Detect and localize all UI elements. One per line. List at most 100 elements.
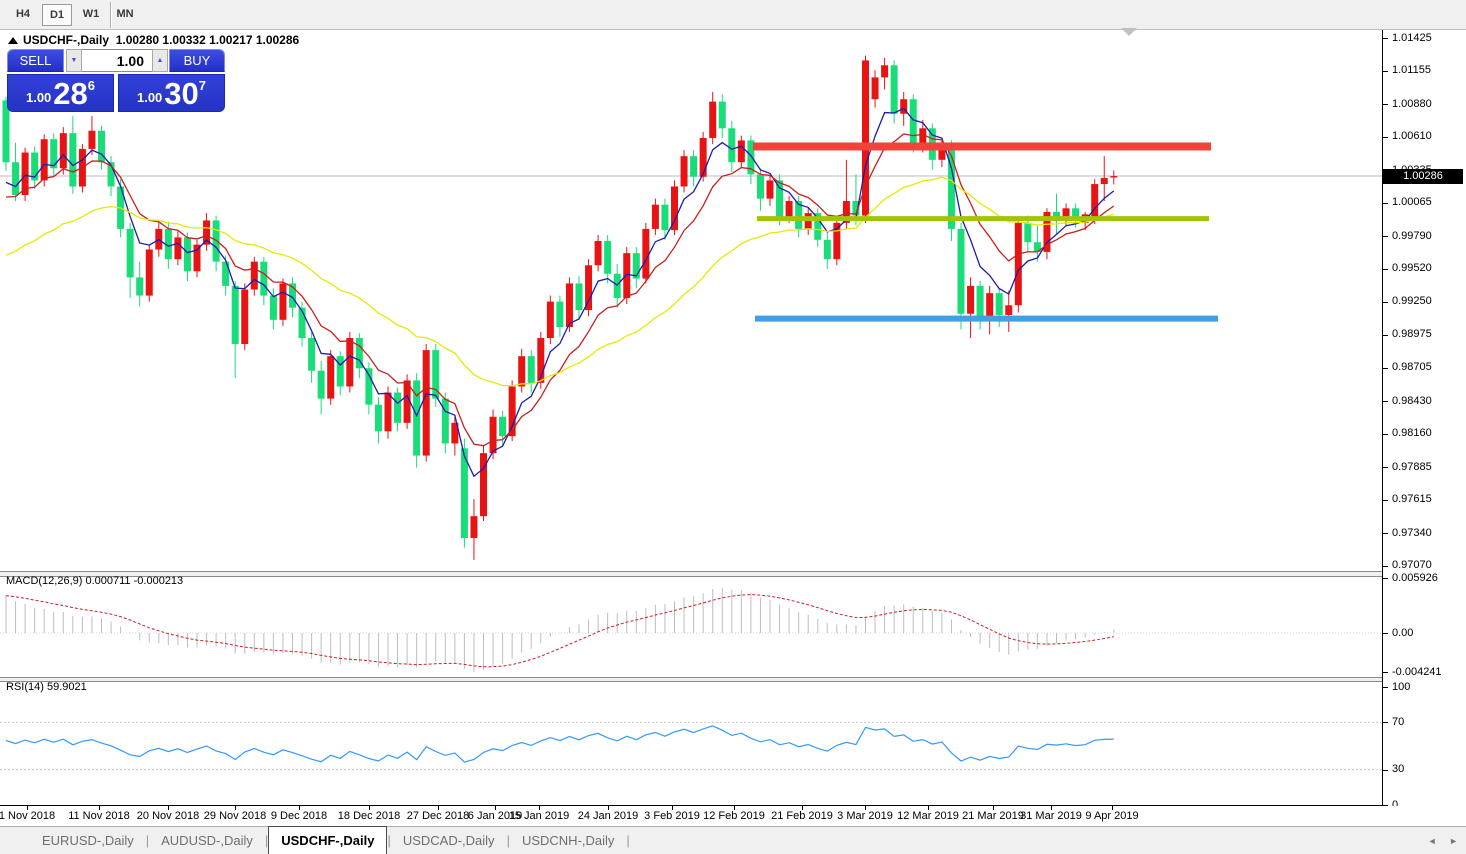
candle [709,101,717,138]
candle [575,283,583,311]
price-axis-label: 1.01425 [1392,31,1432,44]
tab-scroll-arrows: ◄ ► [1418,827,1458,854]
candle [394,392,402,423]
chart-tabs: EURUSD-,Daily | AUDUSD-,Daily | USDCHF-,… [30,826,630,854]
price-axis-label: 1.00880 [1392,97,1432,110]
candle [957,228,965,314]
tab-usdcnh-daily[interactable]: USDCNH-,Daily [521,833,615,848]
buy-price-prefix: 1.00 [136,90,163,105]
candle [193,244,201,272]
candle [183,237,191,272]
candle [489,416,497,454]
candle [432,350,440,399]
price-axis-label-tick [1383,104,1388,106]
price-axis-label: 1.00610 [1392,130,1432,143]
macd-name: MACD(12,26,9) [6,575,83,587]
date-label: 11 Nov 2018 [68,810,130,822]
scroll-to-end-marker[interactable] [1121,28,1137,36]
tab-usdcad-daily[interactable]: USDCAD-,Daily [402,833,495,848]
macd-axis-label: 0.00 [1392,626,1414,639]
price-axis-label-tick [1383,565,1388,567]
price-axis-border [1382,30,1383,805]
sell-price-prefix: 1.00 [25,90,52,105]
tab-scroll-left-icon[interactable]: ◄ [1427,836,1437,846]
candle [1062,208,1070,218]
volume-input[interactable] [82,49,152,72]
price-axis[interactable]: 1.014251.011551.008801.006101.003351.000… [1383,30,1466,811]
candle [518,356,526,387]
rsi-indicator-panel[interactable] [0,682,1382,805]
date-tick [1051,806,1052,810]
buy-price-button[interactable]: 1.00 30 7 [118,74,225,112]
tab-usdchf-daily[interactable]: USDCHF-,Daily [268,826,388,854]
candle [289,283,296,308]
macd-axis-label-tick [1383,672,1388,674]
candle [59,133,67,169]
timeframe-button-mn[interactable]: MN [116,8,134,20]
sell-price-button[interactable]: 1.00 28 6 [7,74,114,112]
candle [728,128,736,163]
tab-separator: | [145,833,150,848]
candle [776,180,784,217]
candle [862,60,869,216]
medium-ma-line [5,133,1115,447]
tab-audusd-daily[interactable]: AUDUSD-,Daily [161,833,253,848]
rsi-axis-label: 0 [1392,798,1399,811]
timeframe-button-w1[interactable]: W1 [82,8,100,20]
macd-label: MACD(12,26,9) 0.000711 -0.000213 [6,575,183,587]
candle [1053,211,1060,218]
pivot-line[interactable] [757,216,1209,222]
tab-scroll-right-icon[interactable]: ► [1449,836,1458,846]
price-chart-panel[interactable] [0,30,1382,571]
candle [384,392,392,432]
candle [21,152,29,195]
candle [585,265,593,311]
candle [737,140,745,163]
sell-button[interactable]: SELL [7,49,64,72]
collapse-panel-icon[interactable] [8,37,18,44]
macd-axis-label-tick [1383,578,1388,579]
candle [126,228,134,278]
price-axis-label-tick [1383,401,1388,403]
support-line[interactable] [755,315,1218,322]
sell-price-pip: 6 [87,78,96,93]
panel-splitter[interactable] [0,571,1466,577]
candle [269,295,277,320]
date-axis[interactable]: 1 Nov 2018 11 Nov 2018 20 Nov 2018 29 Nov 2… [0,806,1466,826]
candle [1005,305,1013,315]
timeframe-button-d1[interactable]: D1 [42,4,72,26]
candle [680,156,688,187]
date-label: 12 Feb 2019 [703,810,765,822]
date-tick [672,806,673,810]
candle [671,186,678,231]
macd-indicator-panel[interactable] [0,577,1382,677]
candle [852,201,860,216]
candle [881,65,889,78]
date-label: 6 Jan 2019 [467,810,523,822]
price-axis-label-tick [1383,367,1388,369]
candle [747,140,755,175]
candle [88,130,96,149]
price-axis-label: 1.00065 [1392,196,1432,209]
panel-splitter[interactable] [0,677,1466,682]
buy-price-big: 30 [164,76,199,111]
candle [336,356,344,387]
price-axis-label-tick [1383,433,1388,435]
date-label: 31 Mar 2019 [1020,810,1082,822]
buy-button[interactable]: BUY [169,49,225,72]
volume-increase-button[interactable]: ▲ [152,49,168,72]
volume-decrease-button[interactable]: ▼ [66,49,82,72]
timeframe-toolbar: H4 D1 W1 MN [0,0,1466,30]
candle [594,241,602,266]
resistance-band[interactable] [753,142,1211,151]
candle [814,213,822,240]
candle [355,337,363,369]
timeframe-button-h4[interactable]: H4 [15,8,31,20]
date-tick [539,806,540,810]
candle [508,386,516,437]
candle [413,380,421,456]
rsi-axis-label: 70 [1392,715,1405,728]
tab-eurusd-daily[interactable]: EURUSD-,Daily [42,833,134,848]
candle [40,139,48,181]
ohlc-values: 1.00280 1.00332 1.00217 1.00286 [115,33,300,47]
